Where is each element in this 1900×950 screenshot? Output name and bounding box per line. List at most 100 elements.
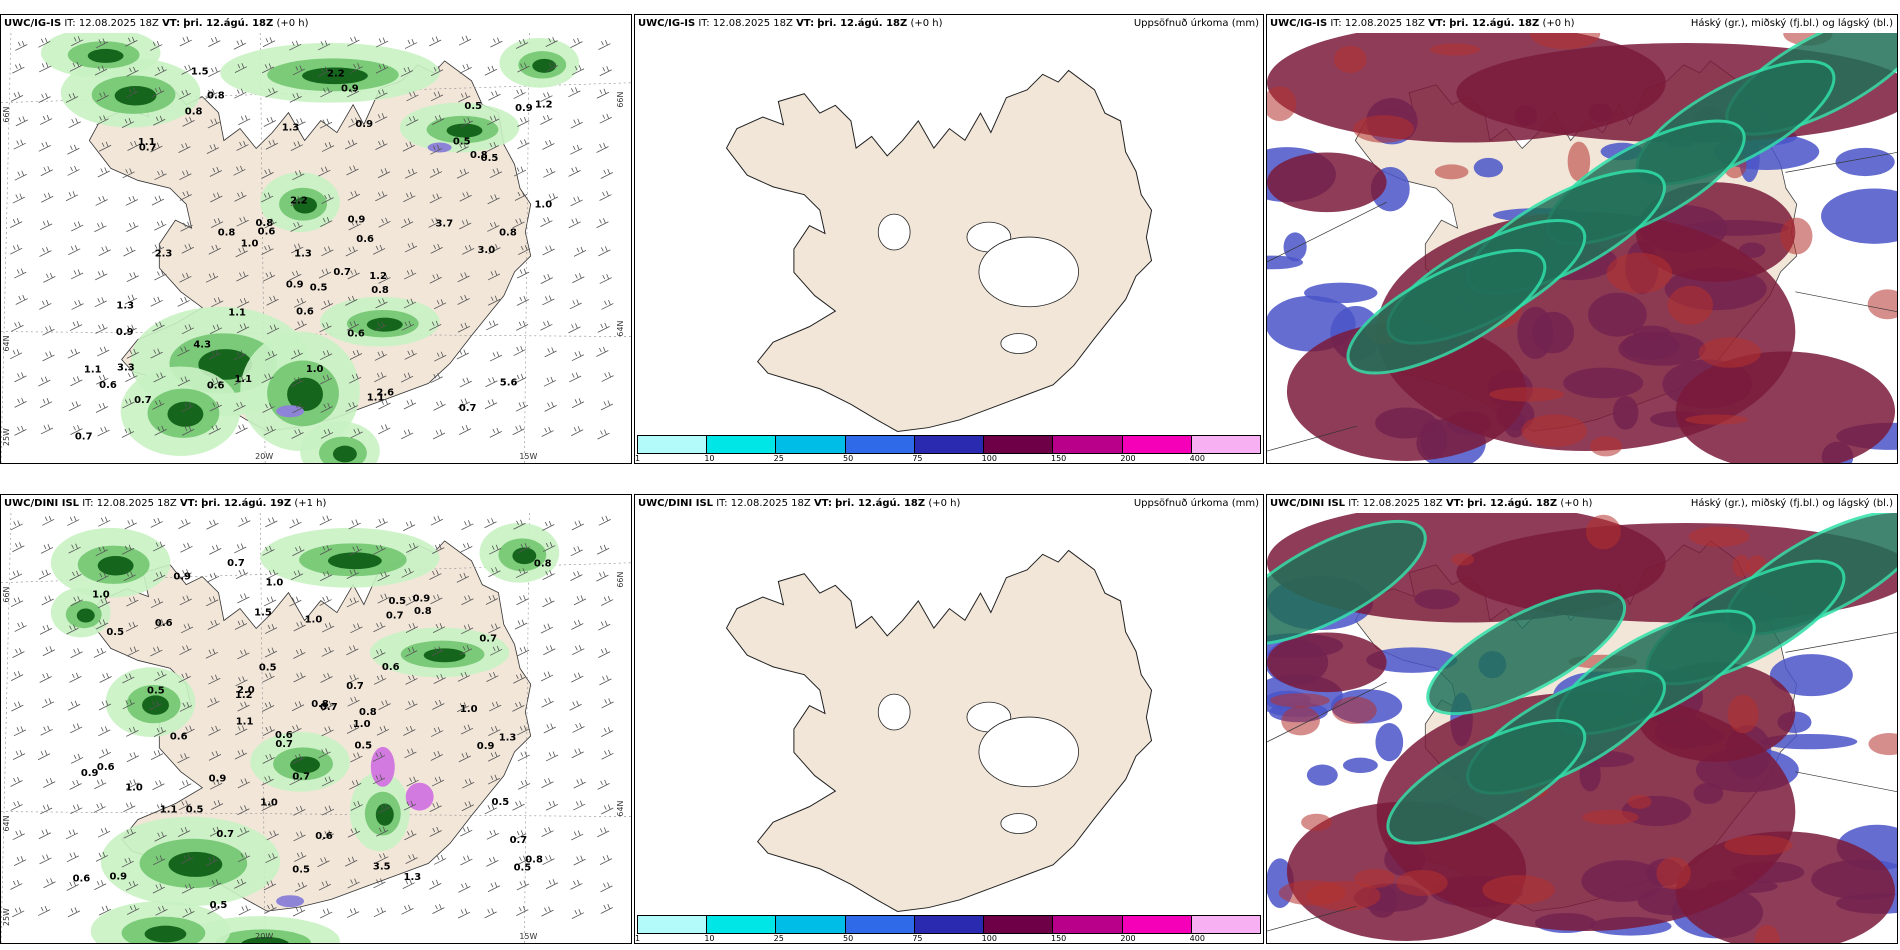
precip-value-label: 3.3 [117, 363, 135, 374]
panel-cloud-row1: UWC/IG-IS IT: 12.08.2025 18Z VT: þri. 12… [1266, 14, 1898, 464]
precip-value-label: 0.8 [371, 285, 389, 296]
axis-label: 15W [519, 452, 537, 461]
precip-area-intense [427, 142, 452, 153]
precip-value-label: 1.0 [353, 719, 371, 730]
precip-value-label: 5.6 [500, 377, 518, 388]
low-cloud-patch [1366, 647, 1458, 673]
mid-cloud-patch [1698, 337, 1761, 368]
low-cloud-patch [1760, 733, 1858, 750]
precip-value-label: 0.6 [347, 329, 365, 340]
precip-area-heavy [87, 48, 124, 63]
field-title: Háský (gr.), miðský (fj.bl.) og lágský (… [1690, 18, 1893, 29]
glacier [877, 693, 911, 731]
precip-value-label: 0.7 [479, 633, 497, 644]
precip-value-label: 1.2 [235, 690, 253, 701]
colorbar-tick: 150 [1051, 934, 1067, 943]
colorbar-tick: 10 [704, 934, 715, 943]
precip-value-label: 0.7 [75, 431, 93, 442]
mid-cloud-patch [1590, 436, 1622, 457]
precip-value-label: 1.2 [369, 271, 387, 282]
precip-value-label: 2.3 [155, 248, 173, 259]
colorbar-swatch [776, 916, 846, 933]
lead-time: (+0 h) [1560, 498, 1593, 509]
colorbar-tick: 1 [635, 454, 641, 463]
precip-value-label: 0.6 [296, 306, 314, 317]
precip-area-heavy [167, 401, 204, 427]
model-name: UWC/DINI ISL [1270, 498, 1346, 509]
wind-barbs [9, 35, 614, 440]
colorbar-swatch [1122, 916, 1192, 933]
precip-value-label: 0.5 [310, 282, 328, 293]
precip-value-label: 0.5 [186, 804, 204, 815]
precip-value-label: 0.5 [292, 864, 310, 875]
precip-value-label: 0.6 [170, 732, 188, 743]
precip-value-label: 0.5 [354, 740, 372, 751]
precip-value-label: 1.3 [116, 301, 134, 312]
precip-area-heavy [168, 851, 223, 877]
mid-cloud-patch [1429, 43, 1481, 56]
precip-map: 0.8 0.8 0.6 0.7 0.9 0.7 0.6 0.6 1.1 0.9 0.5 0.8 1.1 1… [1, 33, 631, 463]
mid-cloud-patch [1780, 217, 1813, 255]
precip-value-label: 0.9 [515, 103, 533, 114]
mid-cloud-patch [1529, 33, 1601, 50]
precip-value-label: 1.5 [191, 66, 209, 77]
colorbar: 1 10 25 50 75 100 150 200 400 [635, 435, 1261, 463]
colorbar-swatch [1053, 436, 1123, 453]
axis-label: 15W [519, 932, 537, 941]
init-time: IT: 12.08.2025 18Z [698, 18, 793, 29]
precip-value-label: 0.6 [275, 730, 293, 741]
colorbar-tick: 200 [1120, 934, 1136, 943]
mid-cloud-patch [1270, 693, 1330, 708]
precip-value-label: 0.6 [315, 831, 333, 842]
axis-label: 64N [616, 800, 625, 816]
precip-value-label: 4.3 [193, 339, 211, 350]
accum-map [635, 33, 1263, 463]
valid-time: þri. 12.ágú. 19Z [201, 498, 292, 509]
valid-label: VT: [1428, 18, 1447, 29]
precip-value-label: 0.7 [275, 739, 293, 750]
init-time: IT: 12.08.2025 18Z [716, 498, 811, 509]
precip-value-label: 0.8 [499, 227, 517, 238]
precip-value-label: 0.9 [116, 327, 134, 338]
axis-label: 64N [616, 320, 625, 336]
colorbar-swatch [707, 436, 777, 453]
mid-cloud-patch [1332, 696, 1377, 725]
axis-label: 25W [2, 908, 11, 926]
colorbar-swatch [638, 436, 708, 453]
colorbar-tick: 75 [912, 454, 923, 463]
precip-value-label: 0.5 [514, 862, 532, 873]
precip-value-label: 0.9 [348, 215, 366, 226]
precip-value-label: 0.7 [346, 681, 364, 692]
high-cloud-band [1346, 33, 1897, 375]
precip-value-label: 3.5 [373, 861, 391, 872]
mid-cloud-patch [1434, 164, 1469, 180]
precip-value-label: 0.6 [356, 234, 374, 245]
mid-cloud-patch [1867, 289, 1897, 320]
precip-area-intense [276, 405, 305, 418]
colorbar-tick: 25 [773, 454, 784, 463]
precip-value-label: 0.8 [311, 699, 329, 710]
precip-value-label: 0.6 [207, 381, 225, 392]
colorbar-tick: 400 [1189, 934, 1205, 943]
precip-value-label: 0.8 [185, 106, 203, 117]
precip-value-label: 0.7 [134, 395, 152, 406]
precip-area-extreme [405, 782, 434, 811]
precip-area-heavy [423, 648, 466, 663]
mid-cloud-patch [1732, 554, 1750, 578]
precip-value-label: 1.1 [84, 364, 102, 375]
colorbar-swatch [1053, 916, 1123, 933]
precip-value-label: 0.5 [464, 101, 482, 112]
axis-label: 25W [2, 428, 11, 446]
precip-value-label: 0.8 [414, 606, 432, 617]
colorbar-tick: 10 [704, 454, 715, 463]
precip-value-label: 0.9 [173, 572, 191, 583]
precip-area-extreme [370, 746, 395, 787]
glacier [978, 716, 1079, 788]
precip-value-label: 2.2 [290, 196, 308, 207]
precip-value-label: 0.8 [255, 218, 273, 229]
precip-value-label: 0.5 [259, 662, 277, 673]
low-cloud-patch [1821, 188, 1897, 244]
colorbar-swatches [637, 915, 1261, 934]
glacier [978, 236, 1079, 308]
mid-cloud-patch [1306, 880, 1381, 911]
